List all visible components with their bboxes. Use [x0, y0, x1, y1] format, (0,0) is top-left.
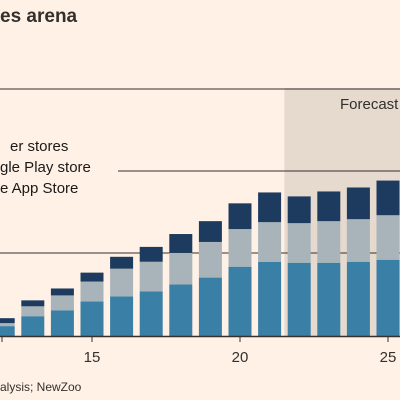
bars — [0, 180, 400, 336]
bar-other-stores-14 — [50, 288, 74, 296]
bar-app-store-20 — [228, 266, 252, 336]
bar-app-store-17 — [139, 291, 163, 336]
bar-google-play-14 — [50, 295, 74, 311]
bar-other-stores-23 — [317, 191, 341, 222]
bar-google-play-20 — [228, 229, 252, 267]
bar-app-store-24 — [346, 261, 370, 336]
bar-other-stores-17 — [139, 246, 163, 262]
bar-google-play-21 — [258, 222, 282, 262]
legend-other-stores: er stores — [10, 138, 68, 155]
bar-google-play-16 — [110, 268, 134, 297]
bar-other-stores-25 — [376, 180, 400, 216]
source-note: alysis; NewZoo — [0, 380, 82, 394]
bar-app-store-19 — [198, 277, 222, 336]
bar-app-store-21 — [258, 261, 282, 336]
bar-other-stores-21 — [258, 192, 282, 223]
bar-app-store-15 — [80, 301, 104, 336]
bar-app-store-14 — [50, 310, 74, 336]
bar-google-play-23 — [317, 221, 341, 263]
bar-google-play-13 — [21, 306, 45, 317]
bar-app-store-13 — [21, 316, 45, 336]
bar-other-stores-19 — [198, 221, 222, 242]
bar-other-stores-15 — [80, 272, 104, 282]
bar-google-play-17 — [139, 261, 163, 292]
bar-other-stores-18 — [169, 234, 193, 253]
bar-google-play-19 — [198, 241, 222, 278]
bar-other-stores-13 — [21, 300, 45, 307]
bar-google-play-18 — [169, 252, 193, 285]
tick-label-20: 20 — [232, 349, 249, 366]
bar-google-play-15 — [80, 281, 104, 302]
tick-label-15: 15 — [84, 349, 101, 366]
bar-app-store-22 — [287, 262, 311, 336]
legend-app-store: e App Store — [0, 180, 78, 197]
bar-google-play-24 — [346, 219, 370, 262]
bar-app-store-16 — [110, 296, 134, 336]
chart-title: es arena — [0, 6, 78, 27]
bar-other-stores-12 — [0, 318, 15, 324]
bar-app-store-25 — [376, 259, 400, 336]
bar-google-play-12 — [0, 323, 15, 327]
bar-google-play-22 — [287, 223, 311, 263]
bar-other-stores-20 — [228, 203, 252, 230]
bar-app-store-18 — [169, 284, 193, 336]
x-ticks: 15 20 25 — [1, 336, 397, 366]
bar-google-play-25 — [376, 215, 400, 260]
bar-other-stores-24 — [346, 187, 370, 220]
legend-google-play: gle Play store — [0, 159, 91, 176]
bar-app-store-23 — [317, 262, 341, 336]
bar-app-store-12 — [0, 326, 15, 336]
tick-label-25: 25 — [380, 349, 397, 366]
bar-other-stores-22 — [287, 196, 311, 224]
forecast-label: Forecast — [340, 96, 399, 113]
bar-other-stores-16 — [110, 256, 134, 269]
